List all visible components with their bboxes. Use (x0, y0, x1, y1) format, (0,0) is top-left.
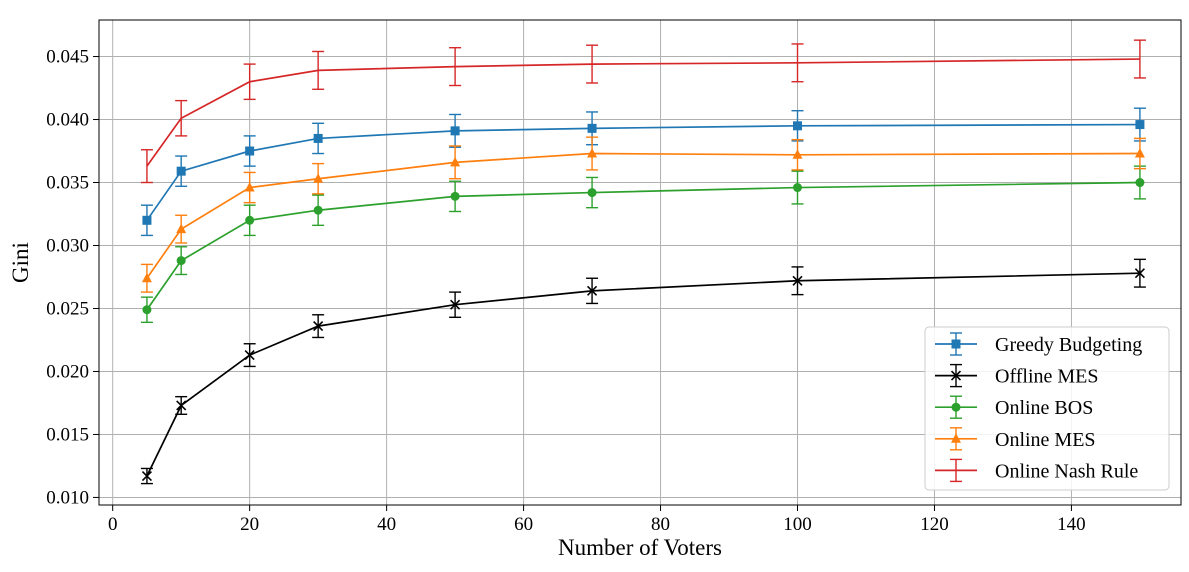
series-greedy-budgeting (140, 107, 1146, 237)
x-axis-label: Number of Voters (558, 535, 722, 560)
legend-item-online-nash-rule: Online Nash Rule (935, 458, 1138, 482)
error-bar (140, 149, 153, 184)
data-point (450, 191, 460, 201)
error-bar (243, 63, 256, 101)
plot-frame (98, 19, 1182, 506)
data-point (245, 215, 255, 225)
data-point (176, 166, 186, 176)
data-point (792, 275, 803, 286)
data-point (176, 223, 187, 234)
data-point (587, 123, 597, 133)
y-axis-label: Gini (8, 242, 33, 283)
series-line (146, 123, 1140, 221)
data-point (1135, 178, 1145, 188)
data-point (1134, 268, 1145, 279)
legend-label: Online BOS (995, 397, 1093, 419)
data-point (793, 183, 803, 193)
marker-stroke (176, 400, 187, 411)
data-point (1134, 148, 1145, 158)
error-bar (175, 99, 188, 137)
data-point (450, 156, 461, 167)
series-online-mes (140, 136, 1146, 293)
data-point (244, 350, 255, 361)
marker-stroke (141, 470, 153, 482)
legend-item-greedy-budgeting: Greedy Budgeting (935, 332, 1142, 356)
marker-stroke (950, 370, 962, 381)
error-bar (312, 50, 325, 90)
series-offline-mes (140, 258, 1146, 485)
marker-stroke (244, 350, 255, 361)
series-line (146, 152, 1140, 279)
x-tick-label: 80 (651, 514, 670, 535)
legend-item-online-mes: Online MES (935, 427, 1096, 451)
marker-stroke (450, 299, 461, 310)
marker-stroke (313, 321, 324, 332)
data-point (450, 126, 460, 136)
data-point (142, 305, 152, 315)
x-tick-label: 60 (514, 514, 533, 535)
series-online-bos (140, 165, 1146, 324)
data-point (792, 149, 803, 159)
legend-item-offline-mes: Offline MES (935, 363, 1099, 388)
data-point (141, 470, 153, 482)
series-line (146, 272, 1140, 477)
series-line (146, 181, 1140, 311)
legend-label: Online MES (995, 429, 1096, 451)
y-tick-label: 0.040 (46, 110, 89, 131)
data-point (586, 285, 598, 296)
legend-marker (950, 370, 962, 381)
data-point (244, 182, 255, 192)
y-tick-label: 0.020 (46, 361, 89, 382)
legend-box (924, 326, 1170, 491)
legend-item-online-bos: Online BOS (935, 395, 1093, 419)
legend-marker (951, 402, 961, 412)
legend-marker (951, 433, 961, 443)
marker-stroke (792, 275, 803, 286)
x-tick-label: 100 (783, 514, 812, 535)
error-bar (586, 44, 599, 84)
data-point (313, 133, 323, 143)
marker-stroke (586, 285, 598, 296)
y-tick-label: 0.025 (46, 298, 89, 319)
legend-label: Greedy Budgeting (995, 334, 1142, 356)
y-tick-label: 0.035 (46, 173, 89, 194)
error-bar (1133, 39, 1146, 79)
x-tick-label: 140 (1057, 514, 1086, 535)
x-tick-label: 40 (377, 514, 396, 535)
y-tick-label: 0.045 (46, 47, 89, 68)
x-tick-label: 0 (108, 514, 118, 535)
legend-marker (951, 339, 961, 349)
data-point (313, 173, 324, 183)
data-point (245, 146, 255, 156)
y-tick-label: 0.030 (46, 235, 89, 256)
axis-ticks: 0 20 40 60 80 100 120 140 0.010 0.015 0.020 0.025 0.… (46, 47, 1085, 535)
data-point (142, 215, 152, 225)
marker-stroke (1134, 268, 1145, 279)
series-group (140, 39, 1146, 485)
error-bar (449, 47, 462, 87)
legend: Greedy Budgeting Offline MES Online BOS Onl… (924, 326, 1170, 491)
x-tick-label: 120 (920, 514, 949, 535)
data-point (313, 321, 324, 332)
data-point (1135, 120, 1145, 130)
data-point (793, 121, 803, 131)
data-point (176, 400, 187, 411)
error-bar (791, 43, 804, 83)
data-point (587, 188, 597, 198)
y-tick-label: 0.015 (46, 424, 89, 445)
data-point (141, 272, 152, 283)
data-point (176, 256, 186, 266)
data-point (587, 148, 598, 158)
legend-label: Offline MES (995, 366, 1099, 388)
series-online-nash-rule (140, 39, 1146, 184)
x-tick-label: 20 (240, 514, 259, 535)
legend-label: Online Nash Rule (995, 460, 1138, 482)
series-line (146, 58, 1140, 167)
y-tick-label: 0.010 (46, 487, 89, 508)
data-point (450, 299, 461, 310)
data-point (313, 205, 323, 215)
